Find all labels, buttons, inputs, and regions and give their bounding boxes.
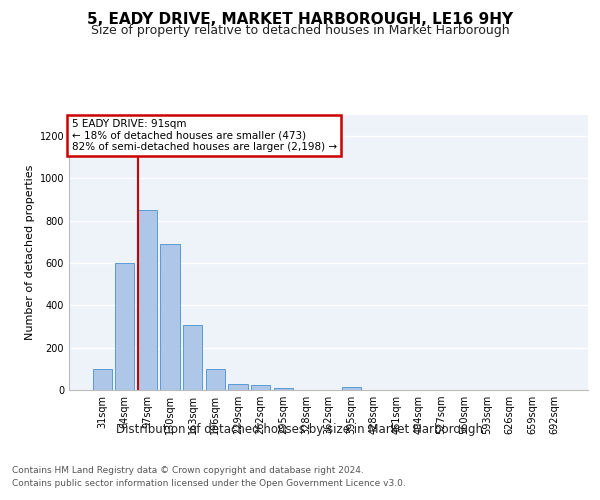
Text: 5 EADY DRIVE: 91sqm
← 18% of detached houses are smaller (473)
82% of semi-detac: 5 EADY DRIVE: 91sqm ← 18% of detached ho… bbox=[71, 119, 337, 152]
Bar bbox=[160, 244, 180, 390]
Bar bbox=[183, 326, 202, 390]
Text: 5, EADY DRIVE, MARKET HARBOROUGH, LE16 9HY: 5, EADY DRIVE, MARKET HARBOROUGH, LE16 9… bbox=[87, 12, 513, 28]
Bar bbox=[251, 384, 270, 390]
Bar bbox=[206, 369, 225, 390]
Bar bbox=[229, 384, 248, 390]
Bar bbox=[341, 387, 361, 390]
Text: Distribution of detached houses by size in Market Harborough: Distribution of detached houses by size … bbox=[116, 422, 484, 436]
Y-axis label: Number of detached properties: Number of detached properties bbox=[25, 165, 35, 340]
Bar bbox=[92, 369, 112, 390]
Text: Size of property relative to detached houses in Market Harborough: Size of property relative to detached ho… bbox=[91, 24, 509, 37]
Bar bbox=[138, 210, 157, 390]
Text: Contains public sector information licensed under the Open Government Licence v3: Contains public sector information licen… bbox=[12, 479, 406, 488]
Bar bbox=[115, 263, 134, 390]
Bar bbox=[274, 388, 293, 390]
Text: Contains HM Land Registry data © Crown copyright and database right 2024.: Contains HM Land Registry data © Crown c… bbox=[12, 466, 364, 475]
